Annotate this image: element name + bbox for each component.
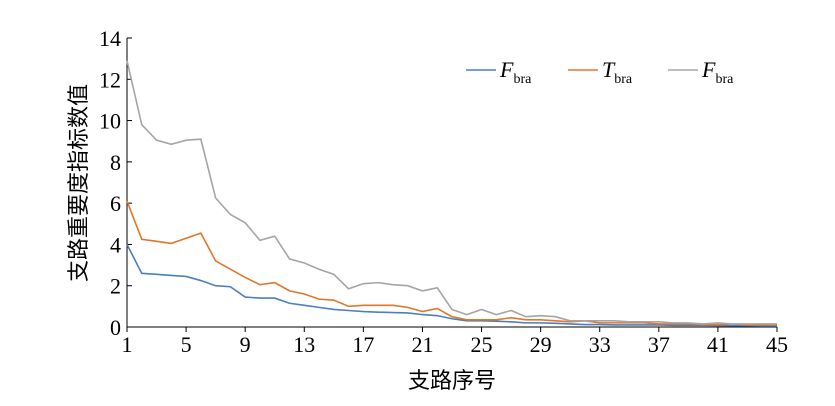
legend-label: Fbra [499,57,532,87]
x-tick-label: 5 [181,332,192,357]
y-axis-label: 支路重要度指标数值 [66,84,91,282]
legend-subscript: bra [614,72,633,87]
x-tick-label: 9 [240,332,251,357]
x-tick-label: 17 [352,332,374,357]
legend-label: Tbra [602,57,633,87]
x-tick-label: 25 [471,332,493,357]
legend-name: F [499,57,514,82]
y-tick-label: 2 [110,274,121,299]
y-tick-label: 14 [99,26,121,51]
x-axis-label: 支路序号 [408,368,496,393]
x-tick-label: 13 [293,332,315,357]
y-tick-label: 4 [110,232,121,257]
y-tick-label: 10 [99,109,121,134]
y-tick-label: 0 [110,315,121,340]
y-tick-label: 8 [110,150,121,175]
y-tick-label: 12 [99,67,121,92]
data-line [126,60,777,325]
x-tick-label: 45 [766,332,788,357]
y-tick-label: 6 [110,191,121,216]
x-tick-label: 1 [122,332,133,357]
x-tick-label: 21 [411,332,433,357]
x-tick-label: 41 [707,332,729,357]
data-line [126,244,777,327]
x-tick-label: 29 [530,332,552,357]
legend-name: F [701,57,716,82]
data-line [126,200,777,326]
x-tick-label: 37 [648,332,670,357]
legend-name: T [602,57,616,82]
legend-subscript: bra [715,72,734,87]
legend-subscript: bra [513,72,532,87]
legend-label: Fbra [701,57,734,87]
x-tick-label: 33 [589,332,611,357]
